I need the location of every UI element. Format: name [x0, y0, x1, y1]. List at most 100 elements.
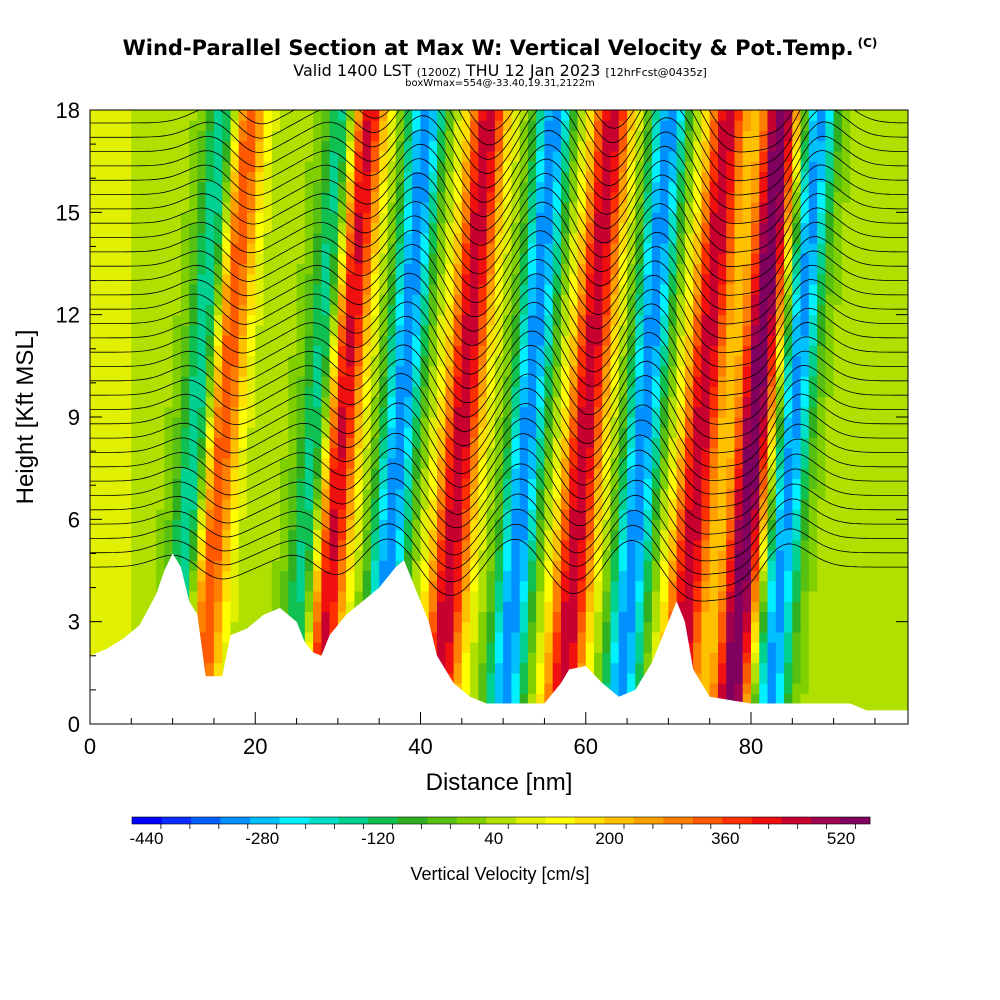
velocity-cell [544, 284, 554, 295]
velocity-cell [180, 110, 190, 121]
velocity-cell [263, 468, 273, 479]
velocity-cell [370, 150, 380, 162]
velocity-cell [643, 253, 653, 265]
velocity-cell [527, 253, 537, 265]
velocity-cell [280, 406, 289, 418]
velocity-cell [461, 110, 471, 121]
velocity-cell [453, 314, 463, 326]
velocity-cell [470, 621, 479, 633]
velocity-cell [296, 550, 306, 561]
velocity-cell [370, 457, 380, 469]
velocity-cell [486, 631, 496, 643]
velocity-cell [519, 478, 529, 490]
velocity-cell [527, 498, 537, 510]
velocity-cell [114, 457, 124, 469]
velocity-cell [544, 365, 554, 377]
velocity-cell [577, 488, 587, 500]
velocity-cell [610, 642, 620, 653]
velocity-cell [420, 222, 430, 234]
velocity-cell [701, 417, 711, 428]
velocity-cell [734, 355, 744, 367]
velocity-cell [734, 243, 744, 254]
velocity-cell [354, 519, 364, 531]
velocity-cell [428, 120, 438, 131]
velocity-cell [511, 314, 521, 326]
velocity-cell [412, 519, 422, 531]
velocity-cell [230, 355, 240, 367]
velocity-cell [271, 222, 281, 234]
velocity-cell [635, 437, 645, 449]
velocity-cell [354, 427, 364, 438]
velocity-cell [288, 191, 298, 203]
velocity-cell [494, 652, 504, 664]
velocity-cell [354, 222, 364, 234]
velocity-cell [577, 601, 587, 612]
velocity-cell [354, 314, 364, 326]
velocity-cell [726, 560, 736, 572]
velocity-cell [561, 232, 570, 244]
velocity-cell [404, 324, 413, 336]
velocity-cell [602, 386, 612, 398]
velocity-cell [734, 457, 744, 469]
velocity-cell [643, 468, 653, 479]
velocity-cell [197, 570, 207, 582]
velocity-cell [676, 519, 686, 531]
velocity-cell [668, 591, 678, 602]
velocity-cell [577, 580, 587, 592]
velocity-cell [726, 631, 736, 643]
velocity-cell [718, 140, 727, 152]
velocity-cell [602, 355, 612, 367]
velocity-cell [106, 468, 116, 479]
velocity-cell [255, 427, 265, 438]
velocity-cell [428, 181, 438, 193]
velocity-cell [123, 539, 132, 551]
velocity-cell [445, 611, 455, 623]
velocity-cell [709, 335, 719, 346]
velocity-cell [618, 631, 628, 643]
velocity-cell [205, 519, 215, 531]
velocity-cell [684, 130, 694, 142]
velocity-cell [156, 539, 165, 551]
velocity-cell [131, 212, 141, 224]
velocity-cell [321, 202, 331, 213]
velocity-cell [106, 171, 116, 183]
velocity-cell [585, 570, 595, 582]
velocity-cell [362, 130, 372, 142]
velocity-cell [197, 243, 207, 254]
velocity-cell [131, 580, 141, 592]
velocity-cell [106, 406, 116, 418]
velocity-cell [701, 672, 711, 684]
velocity-cell [651, 519, 661, 531]
velocity-cell [552, 376, 562, 387]
velocity-cell [114, 232, 124, 244]
velocity-cell [139, 355, 149, 367]
velocity-cell [544, 263, 554, 275]
velocity-cell [643, 273, 653, 285]
velocity-cell [428, 509, 438, 520]
velocity-cell [494, 355, 504, 367]
velocity-cell [131, 314, 141, 326]
velocity-cell [693, 509, 703, 520]
velocity-cell [569, 611, 579, 623]
velocity-cell [627, 150, 636, 162]
velocity-cell [205, 253, 215, 265]
velocity-cell [123, 130, 132, 142]
velocity-cell [536, 672, 546, 684]
velocity-cell [395, 110, 405, 121]
velocity-cell [486, 570, 496, 582]
velocity-cell [519, 611, 529, 623]
velocity-cell [527, 232, 537, 244]
velocity-cell [123, 284, 132, 295]
velocity-cell [255, 529, 265, 541]
velocity-cell [494, 631, 504, 643]
velocity-cell [693, 611, 703, 623]
velocity-cell [610, 570, 620, 582]
velocity-cell [123, 580, 132, 592]
velocity-cell [660, 498, 669, 510]
velocity-cell [552, 591, 562, 602]
velocity-cell [362, 314, 372, 326]
velocity-cell [726, 652, 736, 664]
velocity-cell [329, 427, 339, 438]
velocity-cell [643, 222, 653, 234]
velocity-cell [296, 529, 306, 541]
